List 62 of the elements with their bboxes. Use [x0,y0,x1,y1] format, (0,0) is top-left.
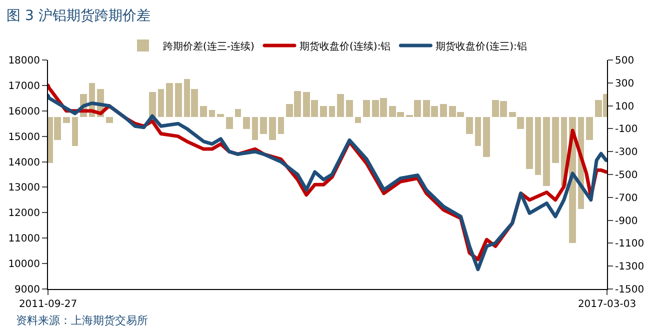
bar [209,110,215,117]
bar [475,117,481,146]
x-tick-label: 2017-03-03 [578,299,636,310]
y2-tick-label: 500 [615,56,634,66]
bar [158,89,164,117]
bar [355,117,361,123]
y2-tick-label: -1100 [615,238,644,250]
bar [243,117,250,129]
bar [337,94,344,117]
bar [552,117,559,163]
bar [329,106,335,117]
y2-tick-label: -100 [615,124,638,136]
y-tick-label: 11000 [8,234,40,245]
bar [278,117,284,134]
bar [235,109,241,117]
bar [269,117,276,140]
y-tick-label: 17000 [8,80,40,92]
bar [260,117,267,134]
y2-tick-label: -700 [615,192,638,204]
bar [543,117,550,186]
legend-label: 期货收盘价(连续):铝 [300,40,391,52]
y2-tick-label: -1500 [615,284,644,296]
bar [440,104,447,117]
y-tick-label: 16000 [8,106,40,118]
bar [200,106,207,117]
y-tick-label: 13000 [8,182,40,194]
y-tick-label: 9000 [14,284,40,296]
bar [149,92,156,117]
bar [517,117,524,129]
y2-tick-label: -500 [615,170,638,181]
bar [586,117,593,140]
y2-tick-label: -1300 [615,262,644,273]
bar [72,117,78,146]
bar [466,117,473,134]
bar [526,117,533,169]
x-tick-label: 2011-09-27 [18,299,78,310]
bar [175,83,182,117]
y-tick-label: 15000 [8,132,40,143]
text: 资料来源：上海期货交易所 [16,314,148,327]
y2-tick-label: -900 [615,216,638,227]
bar [106,117,113,123]
bar [217,114,224,117]
bar [226,117,233,129]
y-tick-label: 10000 [8,259,40,270]
y2-tick-label: 100 [615,101,634,112]
y-tick-label: 14000 [8,157,40,168]
bar [320,106,327,117]
y-tick-label: 18000 [8,56,40,66]
bar [363,100,370,117]
bar [252,117,258,140]
bar [166,83,173,117]
legend-label: 期货收盘价(连三):铝 [436,40,527,52]
chart-title: 图 3 沪铝期货跨期价差 [6,8,150,24]
y2-tick-label: -300 [615,147,638,158]
y-tick-label: 12000 [8,208,40,220]
bar [63,117,70,123]
bar [509,112,516,117]
y2-tick-label: 300 [615,78,634,90]
bar [535,117,541,175]
legend-label: 跨期价差(连三-连续) [163,40,255,52]
bar [346,100,353,117]
bar [483,117,490,157]
